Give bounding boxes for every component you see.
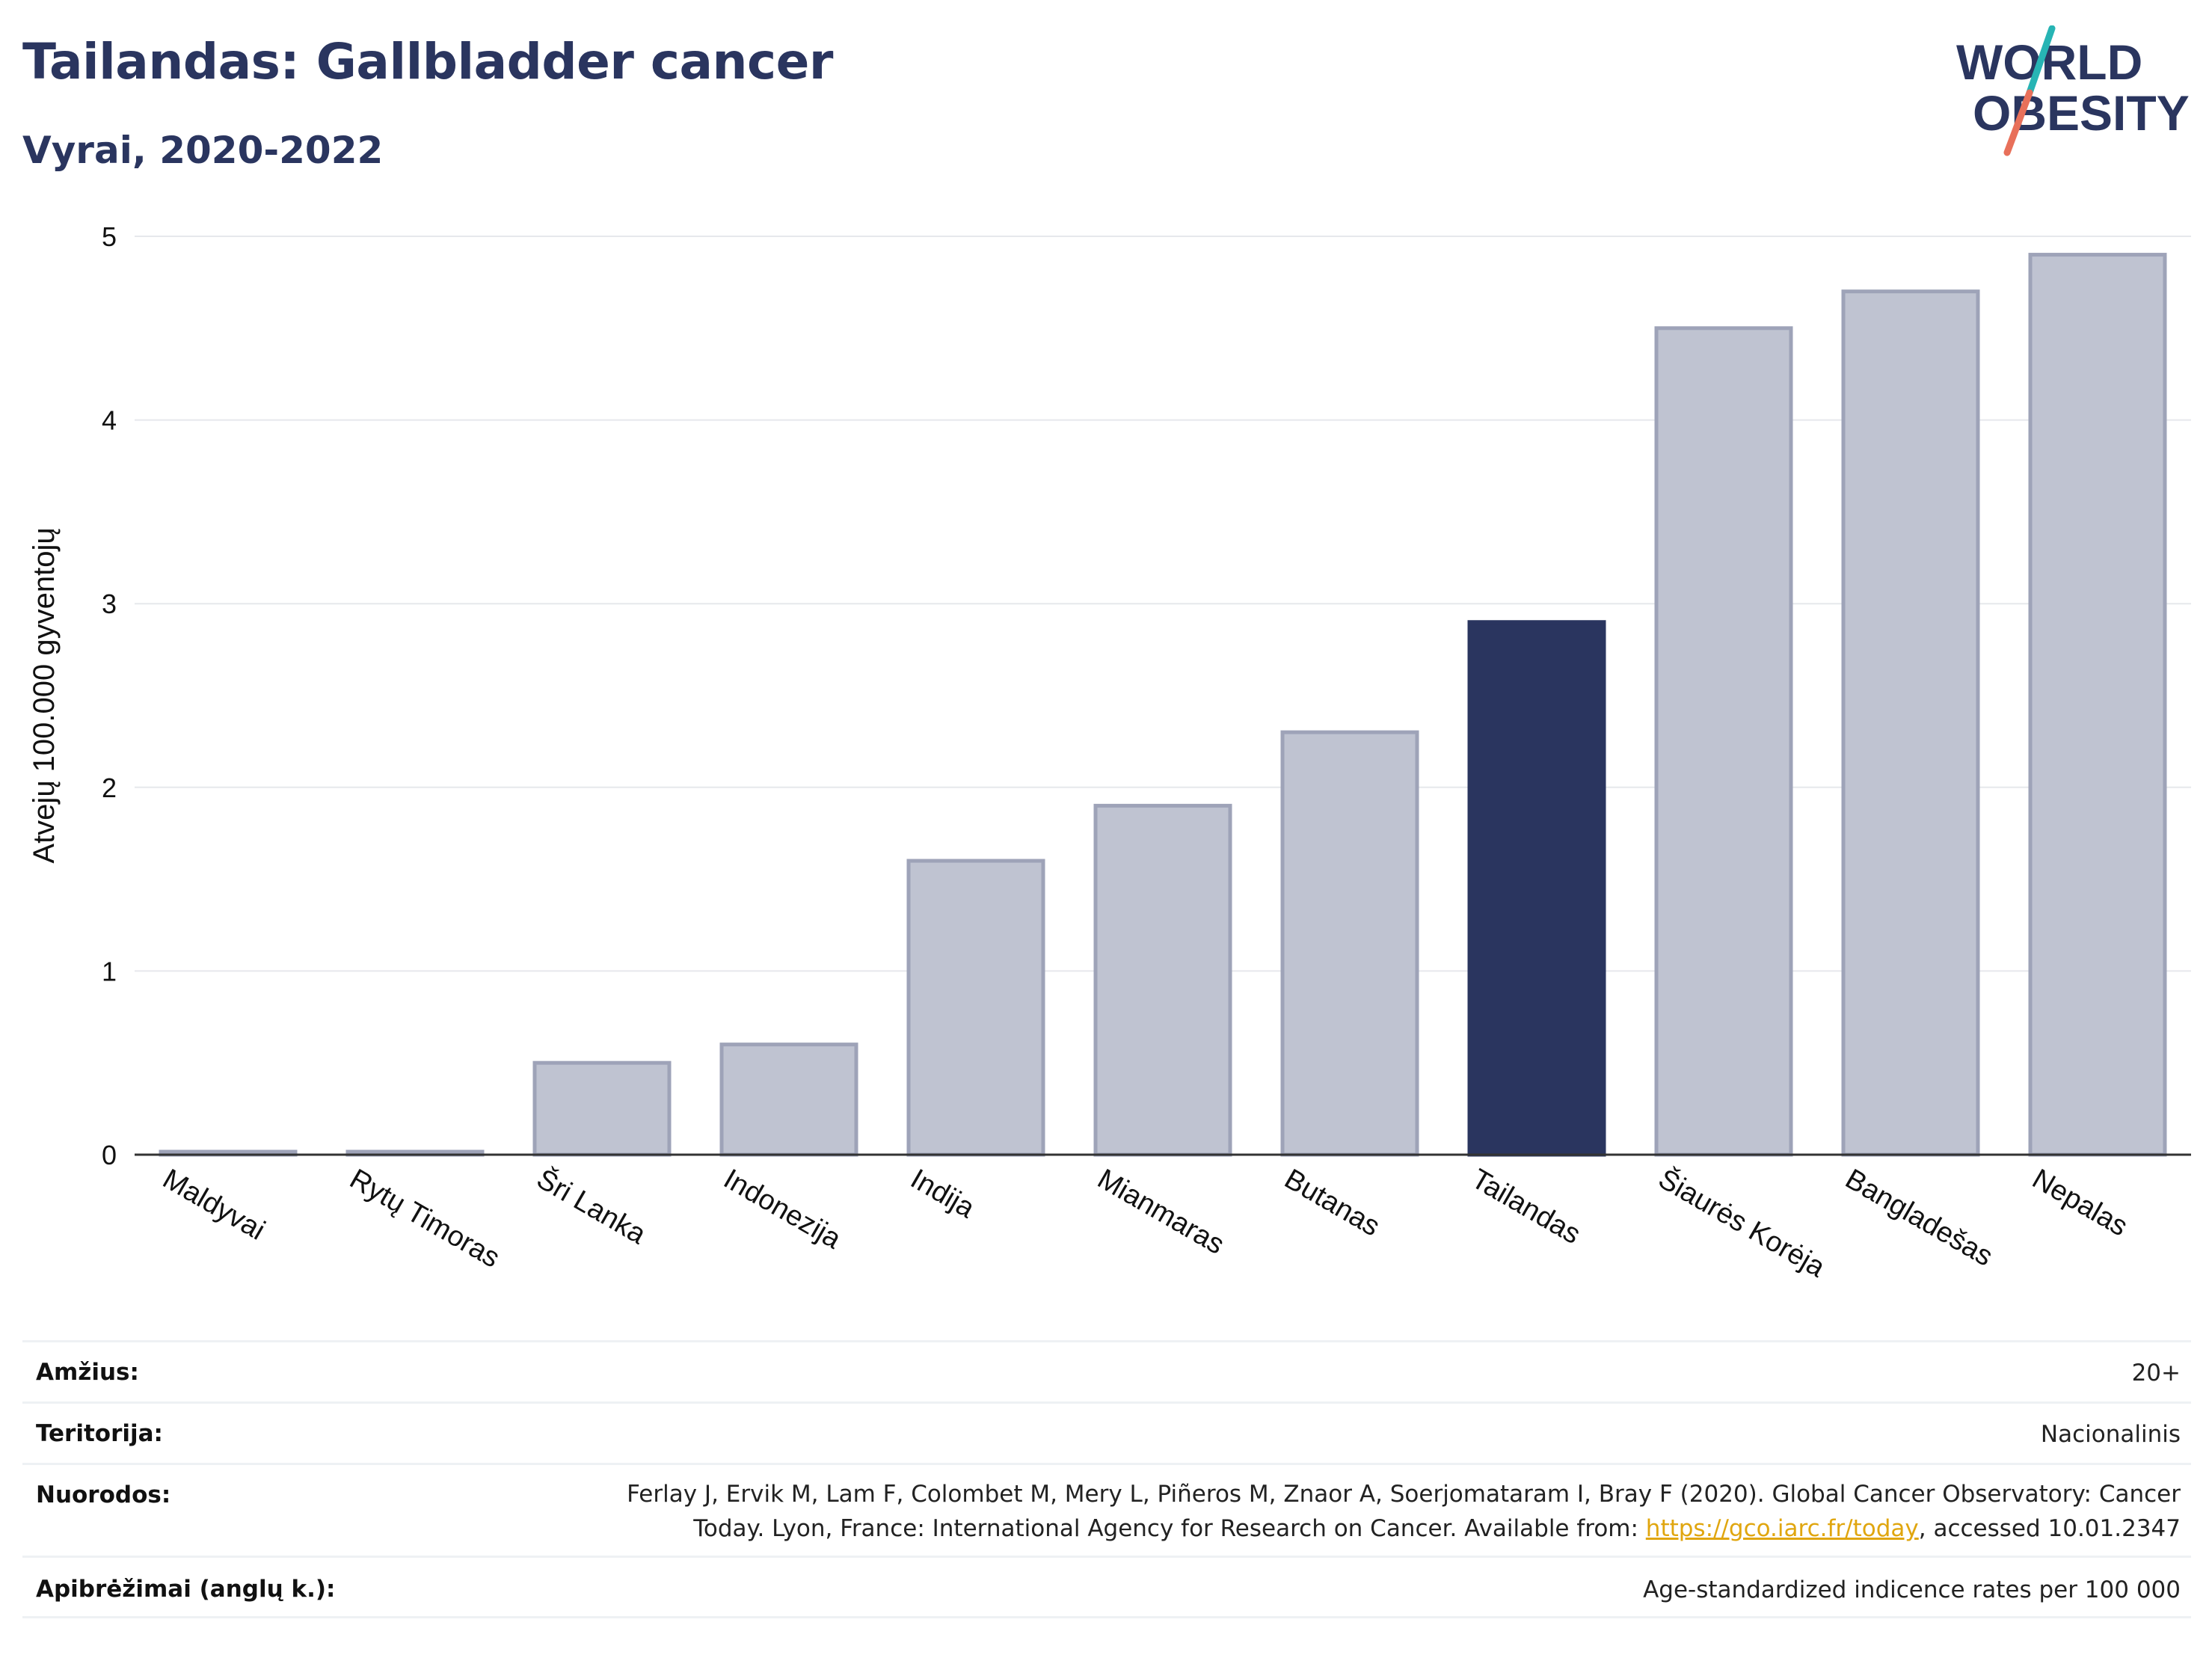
x-tick-label: Mianmaras xyxy=(1093,1163,1230,1260)
world-obesity-logo: WORLD OBESITY xyxy=(1956,25,2190,156)
x-tick-label: Bangladešas xyxy=(1840,1163,1998,1272)
y-tick-label: 0 xyxy=(102,1140,117,1170)
bar-5 xyxy=(1093,803,1232,1157)
definitions-label: Apibrėžimai (anglų k.): xyxy=(36,1576,336,1603)
y-tick-labels: 0 1 2 3 4 5 xyxy=(102,221,117,1170)
y-axis-title: Atvejų 100.000 gyventojų xyxy=(28,527,61,863)
bar-9 xyxy=(1841,289,1980,1157)
bar-layer xyxy=(159,253,2167,1157)
bar-2 xyxy=(532,1060,672,1157)
bar-6 xyxy=(1280,730,1419,1157)
x-tick-label: Butanas xyxy=(1279,1163,1386,1242)
x-tick-label: Nepalas xyxy=(2027,1163,2133,1242)
territory-label: Teritorija: xyxy=(36,1420,163,1447)
age-label: Amžius: xyxy=(36,1359,139,1386)
x-tick-label: Tailandas xyxy=(1466,1163,1586,1250)
y-tick-label: 5 xyxy=(102,221,117,252)
bar-4 xyxy=(906,859,1045,1157)
territory-value: Nacionalinis xyxy=(2040,1421,2181,1448)
x-tick-label: Šiaurės Korėja xyxy=(1653,1162,1832,1284)
y-tick-label: 2 xyxy=(102,773,117,803)
x-tick-label: Rytų Timoras xyxy=(345,1163,506,1274)
logo-slash-coral xyxy=(2003,89,2033,156)
info-row-definitions: Apibrėžimai (anglų k.): Age-standardized… xyxy=(22,1556,2191,1618)
chart-title: Tailandas: Gallbladder cancer xyxy=(22,33,833,90)
x-tick-label: Indija xyxy=(906,1163,980,1224)
logo-slash-teal xyxy=(2026,25,2056,96)
references-accessed: , accessed 10.01.2347 xyxy=(1918,1515,2181,1542)
references-line-1: Ferlay J, Ervik M, Lam F, Colombet M, Me… xyxy=(627,1481,2181,1508)
chart-subtitle: Vyrai, 2020-2022 xyxy=(22,129,384,172)
references-line-2-text: Today. Lyon, France: International Agenc… xyxy=(693,1515,1646,1542)
info-row-territory: Teritorija: Nacionalinis xyxy=(22,1401,2191,1463)
references-link[interactable]: https://gco.iarc.fr/today xyxy=(1645,1515,1919,1542)
x-tick-label: Indonezija xyxy=(719,1163,847,1255)
references-label: Nuorodos: xyxy=(36,1481,171,1508)
x-tick-label: Šri Lanka xyxy=(532,1162,653,1251)
definitions-value: Age-standardized indicence rates per 100… xyxy=(1643,1576,2181,1603)
age-value: 20+ xyxy=(2131,1360,2181,1387)
bar-7 xyxy=(1467,620,1606,1157)
info-row-references: Nuorodos: Ferlay J, Ervik M, Lam F, Colo… xyxy=(22,1463,2191,1556)
logo-text-obesity: OBESITY xyxy=(1973,85,2190,141)
references-value: Ferlay J, Ervik M, Lam F, Colombet M, Me… xyxy=(627,1477,2181,1546)
info-row-age: Amžius: 20+ xyxy=(22,1340,2191,1401)
bar-3 xyxy=(719,1043,858,1157)
x-tick-label: Maldyvai xyxy=(158,1163,271,1246)
y-tick-label: 1 xyxy=(102,956,117,986)
y-tick-label: 3 xyxy=(102,589,117,619)
bar-chart: 0 1 2 3 4 5 Maldyvai Rytų Timoras Šri Lanka Indo… xyxy=(28,221,2191,1284)
bar-8 xyxy=(1654,326,1793,1157)
bar-10 xyxy=(2028,253,2167,1157)
references-line-2: Today. Lyon, France: International Agenc… xyxy=(627,1511,2181,1546)
x-tick-labels: Maldyvai Rytų Timoras Šri Lanka Indonezija I… xyxy=(158,1162,2133,1284)
y-tick-label: 4 xyxy=(102,405,117,436)
